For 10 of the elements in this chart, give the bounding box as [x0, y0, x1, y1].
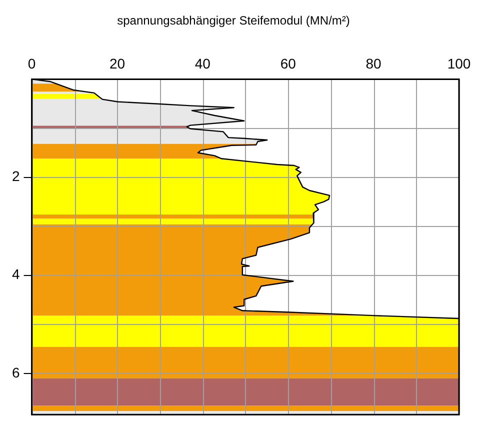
x-tick-label: 80	[366, 56, 382, 72]
y-tick-label: 6	[12, 364, 20, 380]
x-tick-label: 40	[194, 56, 211, 72]
x-tick-label: 20	[109, 56, 126, 72]
y-tick-label: 4	[12, 266, 20, 282]
y-tick-label: 2	[12, 168, 20, 184]
x-tick-label: 0	[28, 56, 36, 72]
chart-title: spannungsabhängiger Steifemodul (MN/m²)	[117, 14, 350, 28]
x-tick-label: 100	[447, 56, 471, 72]
x-tick-label: 60	[280, 56, 296, 72]
